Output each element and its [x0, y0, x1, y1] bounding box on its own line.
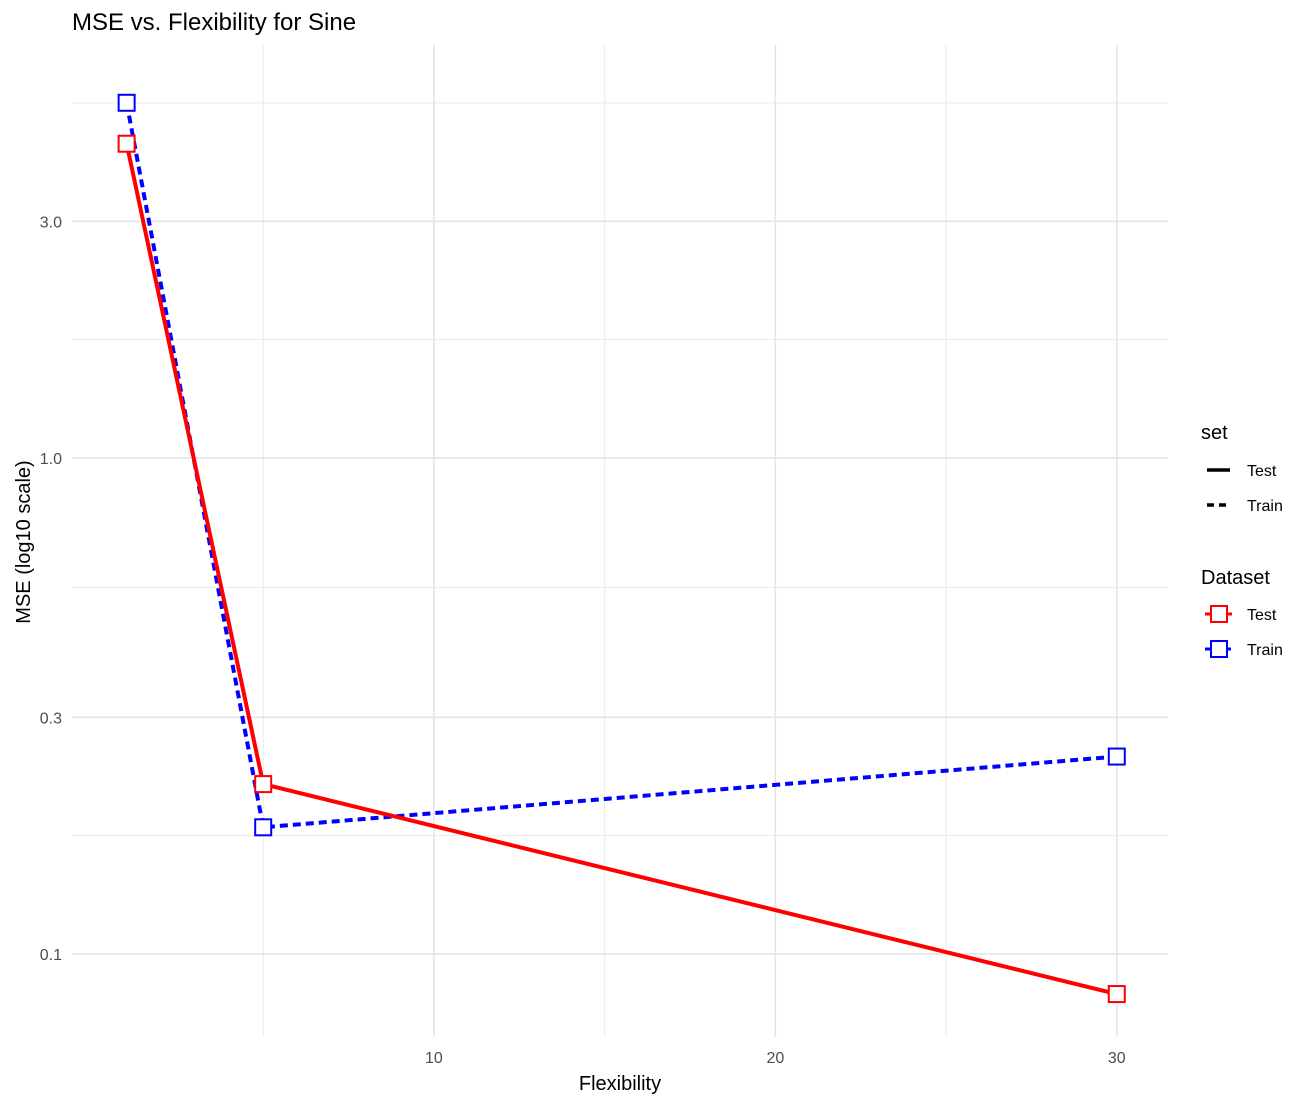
- legend-label-test: Test: [1247, 463, 1277, 480]
- chart-title: MSE vs. Flexibility for Sine: [72, 9, 356, 36]
- legend-key-marker-test: [1210, 605, 1228, 623]
- legend-label-train: Train: [1247, 498, 1283, 515]
- train-point: [254, 818, 273, 837]
- y-axis-title: MSE (log10 scale): [13, 460, 35, 623]
- x-tick-label: 10: [425, 1050, 443, 1067]
- y-tick-label: 1.0: [40, 451, 62, 468]
- series-layer: [117, 93, 1126, 1004]
- y-tick-label: 3.0: [40, 214, 62, 231]
- test-point: [117, 134, 136, 153]
- legend-title-set: set: [1201, 422, 1228, 444]
- test-series-line: [124, 143, 1118, 997]
- legend-label-test: Test: [1247, 607, 1277, 624]
- test-point: [254, 775, 273, 794]
- x-tick-labels: 10 20 30: [425, 1050, 1126, 1067]
- train-point: [1107, 747, 1126, 766]
- y-tick-label: 0.1: [40, 947, 62, 964]
- x-tick-label: 20: [766, 1050, 784, 1067]
- grid: [72, 45, 1168, 1037]
- y-tick-label: 0.3: [40, 710, 62, 727]
- legend: set Test Train Dataset Test Train: [1201, 422, 1283, 659]
- test-point: [1107, 985, 1126, 1004]
- legend-key-marker-train: [1210, 640, 1228, 658]
- train-point: [117, 93, 136, 112]
- x-tick-label: 30: [1108, 1050, 1126, 1067]
- legend-title-dataset: Dataset: [1201, 567, 1270, 589]
- legend-label-train: Train: [1247, 642, 1283, 659]
- train-series-line: [124, 102, 1117, 830]
- y-tick-labels: 0.1 0.3 1.0 3.0: [40, 214, 62, 964]
- x-axis-title: Flexibility: [579, 1073, 661, 1095]
